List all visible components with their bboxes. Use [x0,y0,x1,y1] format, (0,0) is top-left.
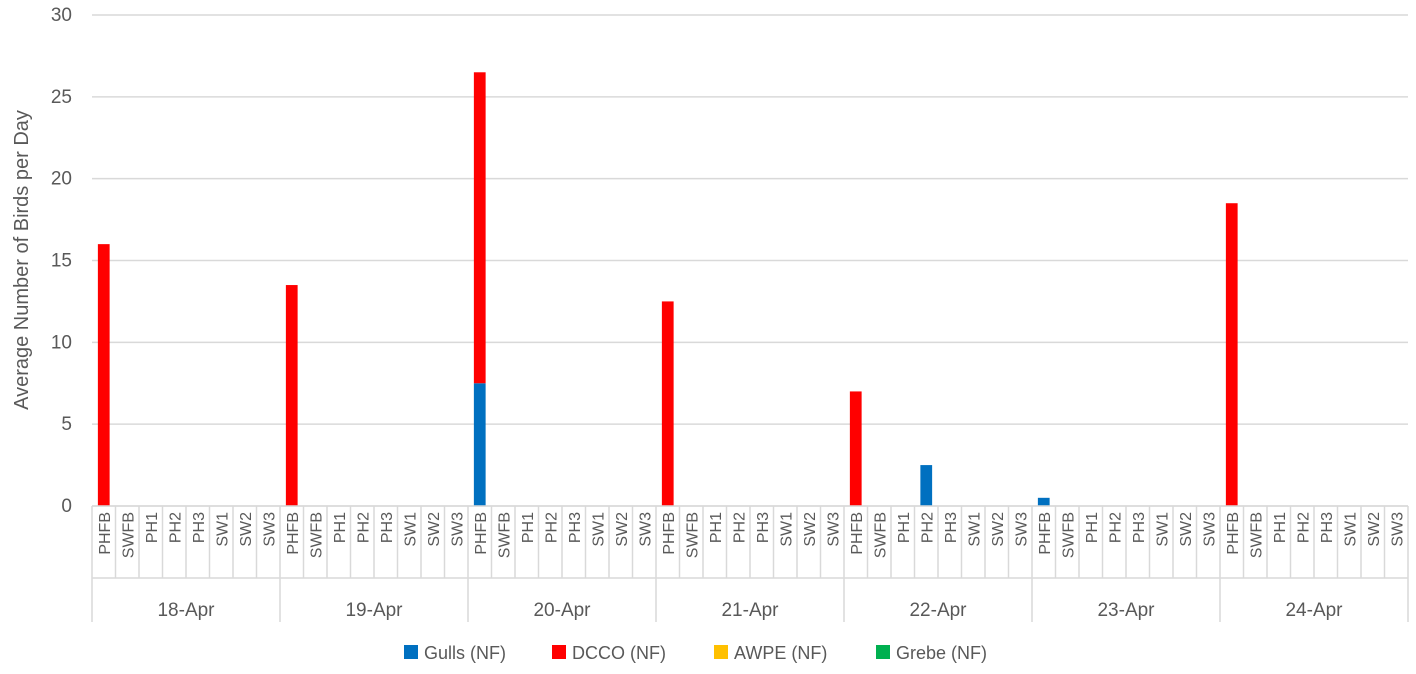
x-tick-label: PH1 [1272,512,1289,543]
x-tick-label: PH1 [144,512,161,543]
x-tick-label: SW1 [402,512,419,547]
x-tick-label: PH3 [1131,512,1148,543]
x-tick-label: PH1 [708,512,725,543]
x-tick-label: SWFB [1060,512,1077,558]
legend-swatch [714,645,728,659]
x-tick-label: SW3 [1389,512,1406,547]
y-tick-label: 0 [61,496,72,517]
y-tick-label: 5 [61,414,72,435]
x-tick-label: SW2 [802,512,819,547]
legend: Gulls (NF) DCCO (NF) AWPE (NF) Grebe (NF) [404,643,987,663]
x-group-label: 22-Apr [909,600,967,621]
x-tick-label: PH2 [355,512,372,543]
x-tick-label: SW1 [778,512,795,547]
x-group-label: 20-Apr [533,600,591,621]
x-tick-label: PH3 [567,512,584,543]
x-tick-label: PH1 [1084,512,1101,543]
x-group-label: 18-Apr [157,600,215,621]
x-tick-label: SW1 [1154,512,1171,547]
x-tick-label: SW2 [990,512,1007,547]
x-tick-label: PHFB [849,512,866,555]
y-axis-ticks: 0 5 10 15 20 25 30 [51,5,72,517]
x-tick-label: SW2 [614,512,631,547]
x-tick-label: PH3 [755,512,772,543]
x-tick-label: PH3 [1319,512,1336,543]
x-group-label: 23-Apr [1097,600,1155,621]
x-tick-label: PH2 [543,512,560,543]
x-tick-label: PH2 [731,512,748,543]
x-tick-label: SW2 [426,512,443,547]
x-tick-label: PHFB [1037,512,1054,555]
y-tick-label: 20 [51,169,72,190]
y-tick-label: 10 [51,332,72,353]
x-tick-label: SWFB [120,512,137,558]
x-group-label: 19-Apr [345,600,403,621]
x-tick-label: SW3 [1013,512,1030,547]
x-tick-label: PHFB [661,512,678,555]
x-tick-label: SW2 [1366,512,1383,547]
x-tick-label: PH1 [332,512,349,543]
x-tick-label: PHFB [97,512,114,555]
bar-segment [849,391,862,506]
bar-segment [285,285,298,506]
x-tick-label: SWFB [496,512,513,558]
bar-segment [1037,497,1050,506]
x-tick-label: PH2 [1295,512,1312,543]
legend-label: Grebe (NF) [896,643,987,663]
legend-label: AWPE (NF) [734,643,827,663]
gridlines [92,14,1408,507]
legend-label: Gulls (NF) [424,643,506,663]
bar-segment [97,244,110,506]
x-tick-label: PH2 [167,512,184,543]
legend-swatch [404,645,418,659]
x-tick-label: SW1 [214,512,231,547]
x-tick-label: SW1 [1342,512,1359,547]
x-tick-label: SW3 [449,512,466,547]
x-axis: PHFB SWFB PH1 PH2 PH3 SW1 SW2 SW3 PHFB SWFB PH1 PH2… [91,505,1409,622]
x-tick-label: PHFB [1225,512,1242,555]
bars [97,72,1238,506]
x-tick-label: PHFB [473,512,490,555]
x-tick-label: PH3 [191,512,208,543]
x-tick-label: SW3 [637,512,654,547]
x-tick-label: SWFB [684,512,701,558]
bar-segment [661,301,674,506]
x-tick-label: SW3 [825,512,842,547]
legend-label: DCCO (NF) [572,643,666,663]
x-tick-label: SWFB [308,512,325,558]
y-tick-label: 25 [51,87,72,108]
bar-segment [473,383,486,506]
x-tick-label: SW2 [238,512,255,547]
x-tick-label: PH2 [1107,512,1124,543]
bar-segment [1225,203,1238,506]
x-group-label: 24-Apr [1285,600,1343,621]
x-tick-label: PH2 [919,512,936,543]
x-tick-label: SW3 [261,512,278,547]
x-tick-label: SW1 [590,512,607,547]
bar-segment [920,465,933,506]
x-group-label: 21-Apr [721,600,779,621]
legend-swatch [876,645,890,659]
x-tick-label: PH3 [943,512,960,543]
x-tick-label: SWFB [1248,512,1265,558]
y-tick-label: 15 [51,251,72,272]
x-tick-label: SW3 [1201,512,1218,547]
x-tick-label: SW2 [1178,512,1195,547]
x-tick-label: PH3 [379,512,396,543]
x-tick-label: SW1 [966,512,983,547]
bar-segment [473,72,486,384]
y-tick-label: 30 [51,5,72,26]
legend-swatch [552,645,566,659]
x-tick-label: PH1 [896,512,913,543]
y-axis-title: Average Number of Birds per Day [11,110,33,410]
x-tick-label: SWFB [872,512,889,558]
x-tick-label: PHFB [285,512,302,555]
x-tick-label: PH1 [520,512,537,543]
